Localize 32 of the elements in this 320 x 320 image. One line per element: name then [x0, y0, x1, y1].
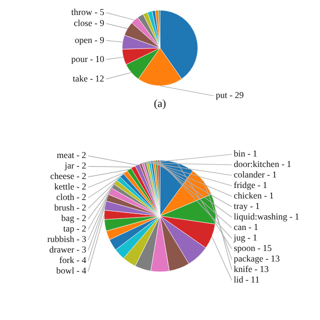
slice-label: pour - 10: [71, 54, 105, 64]
slice-label: fork - 4: [59, 255, 87, 266]
slice-label: put - 29: [216, 90, 244, 100]
slice-label: can - 1: [234, 222, 258, 232]
text: (a): [154, 98, 166, 110]
slice-label: close - 9: [74, 18, 105, 28]
slice-label: take - 12: [72, 73, 104, 84]
slice-label: jug - 1: [232, 232, 258, 243]
slice-label: cheese - 2: [50, 171, 86, 182]
slice-label: jar - 2: [64, 160, 86, 171]
slice-label: fridge - 1: [234, 180, 268, 190]
slice-label: package - 13: [234, 254, 280, 264]
slice-label: meat - 2: [56, 150, 86, 160]
slice-label: kettle - 2: [54, 182, 86, 192]
slice-label: colander - 1: [234, 170, 277, 180]
slice-label: tap - 2: [63, 224, 86, 234]
slice-label: lid - 11: [234, 274, 260, 285]
slice-label: spoon - 15: [234, 243, 272, 254]
slice-label: throw - 5: [71, 6, 105, 17]
slice-label: open - 9: [74, 34, 105, 45]
slice-label: brush - 2: [54, 202, 86, 213]
slice-label: chicken - 1: [234, 190, 274, 201]
slice-label: bin - 1: [234, 148, 258, 159]
slice-label: knife - 13: [234, 264, 270, 274]
slice-label: tray - 1: [234, 201, 260, 212]
slice-label: bag - 2: [61, 213, 86, 224]
slice-label: rubbish - 3: [47, 234, 87, 244]
slice-label: door:kitchen - 1: [234, 159, 292, 170]
slice-label: bowl - 4: [56, 266, 87, 276]
slice-label: cloth - 2: [56, 192, 86, 202]
slice-label: liquid:washing - 1: [234, 212, 300, 222]
slice-label: drawer - 3: [49, 244, 87, 255]
